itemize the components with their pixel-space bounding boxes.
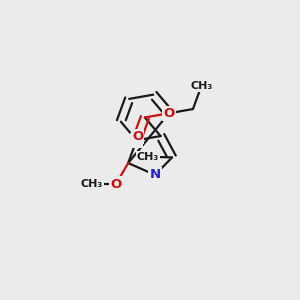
Text: CH₃: CH₃ <box>80 179 103 189</box>
Text: O: O <box>132 130 143 143</box>
Text: N: N <box>149 168 161 182</box>
Text: CH₃: CH₃ <box>136 152 159 162</box>
Text: CH₃: CH₃ <box>190 81 212 91</box>
Text: O: O <box>163 107 175 120</box>
Text: N: N <box>164 107 175 120</box>
Text: O: O <box>110 178 122 190</box>
Text: N: N <box>131 134 142 147</box>
